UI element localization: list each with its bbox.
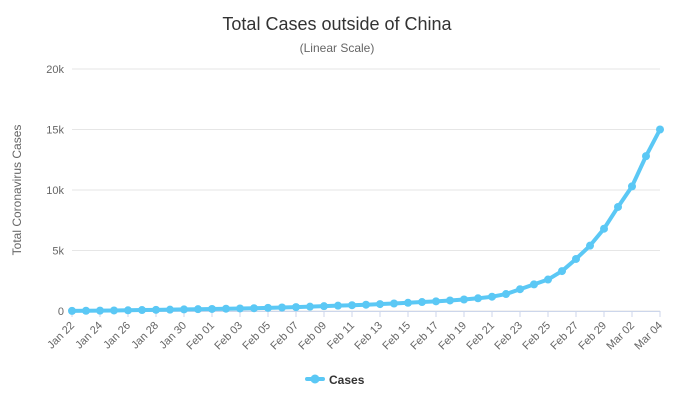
x-tick-label: Jan 22 — [45, 320, 77, 352]
data-point[interactable] — [642, 152, 650, 161]
data-point[interactable] — [446, 296, 454, 305]
data-point[interactable] — [306, 302, 314, 311]
data-point[interactable] — [348, 301, 356, 310]
data-point[interactable] — [96, 306, 104, 315]
x-tick-label: Feb 23 — [492, 320, 525, 353]
data-point[interactable] — [404, 298, 412, 307]
data-point[interactable] — [502, 290, 510, 299]
x-tick-label: Feb 01 — [184, 320, 217, 353]
data-point[interactable] — [110, 306, 118, 315]
x-tick-label: Feb 09 — [296, 320, 329, 353]
data-point[interactable] — [180, 305, 188, 314]
x-tick-label: Feb 21 — [464, 320, 497, 353]
x-tick-label: Feb 29 — [576, 320, 609, 353]
data-point[interactable] — [572, 254, 580, 263]
legend-label-cases[interactable]: Cases — [329, 373, 365, 387]
data-point[interactable] — [544, 275, 552, 284]
x-tick-label: Feb 25 — [520, 320, 553, 353]
data-point[interactable] — [418, 298, 426, 307]
data-point[interactable] — [152, 305, 160, 314]
x-tick-label: Jan 30 — [157, 320, 189, 352]
data-point[interactable] — [222, 304, 230, 313]
data-point[interactable] — [138, 306, 146, 315]
x-tick-label: Jan 28 — [129, 320, 161, 352]
data-point[interactable] — [432, 297, 440, 306]
x-tick-label: Jan 26 — [101, 320, 133, 352]
y-axis-ticks: 0 5k 10k 15k 20k — [46, 64, 64, 318]
x-tick-label: Feb 03 — [212, 320, 245, 353]
data-point[interactable] — [362, 300, 370, 309]
series-layer — [68, 125, 664, 315]
series-line-cases — [70, 127, 662, 313]
data-point[interactable] — [194, 305, 202, 314]
data-point[interactable] — [488, 292, 496, 301]
x-tick-label: Feb 15 — [380, 320, 413, 353]
grid-lines — [72, 68, 660, 312]
data-point[interactable] — [334, 301, 342, 310]
data-point[interactable] — [264, 303, 272, 312]
y-tick-label: 20k — [46, 64, 64, 76]
data-point[interactable] — [250, 304, 258, 313]
data-point[interactable] — [656, 125, 664, 134]
x-tick-label: Feb 27 — [548, 320, 581, 353]
data-point[interactable] — [600, 224, 608, 233]
x-tick-label: Feb 11 — [325, 320, 357, 352]
x-tick-label: Feb 05 — [240, 320, 273, 353]
y-tick-label: 10k — [46, 185, 64, 197]
x-tick-label: Mar 04 — [632, 320, 665, 353]
data-point[interactable] — [558, 267, 566, 276]
data-point[interactable] — [516, 285, 524, 294]
x-tick-label: Jan 24 — [73, 320, 105, 352]
chart-title: Total Cases outside of China — [222, 14, 452, 34]
data-point[interactable] — [68, 306, 76, 315]
y-tick-label: 0 — [58, 306, 64, 318]
data-point[interactable] — [628, 182, 636, 191]
x-tick-label: Feb 17 — [408, 320, 441, 353]
data-point[interactable] — [82, 306, 90, 315]
legend-marker — [310, 374, 320, 384]
data-point[interactable] — [614, 202, 622, 211]
data-point[interactable] — [390, 299, 398, 308]
data-point[interactable] — [292, 303, 300, 312]
data-point[interactable] — [166, 305, 174, 314]
data-point[interactable] — [124, 306, 132, 315]
y-axis-title: Total Coronavirus Cases — [10, 125, 24, 256]
data-point[interactable] — [278, 303, 286, 312]
chart-subtitle: (Linear Scale) — [300, 41, 375, 55]
y-tick-label: 15k — [46, 125, 64, 137]
x-tick-label: Mar 02 — [604, 320, 637, 353]
data-point[interactable] — [208, 304, 216, 313]
data-point[interactable] — [320, 302, 328, 311]
data-point[interactable] — [460, 295, 468, 304]
data-point[interactable] — [376, 300, 384, 309]
legend[interactable]: Cases — [305, 373, 365, 387]
x-tick-label: Feb 19 — [436, 320, 469, 353]
data-point[interactable] — [586, 241, 594, 250]
y-tick-label: 5k — [52, 246, 64, 258]
data-point[interactable] — [474, 294, 482, 303]
x-tick-label: Feb 07 — [268, 320, 301, 353]
x-tick-label: Feb 13 — [352, 320, 385, 353]
data-point[interactable] — [530, 280, 538, 289]
data-point[interactable] — [236, 304, 244, 313]
